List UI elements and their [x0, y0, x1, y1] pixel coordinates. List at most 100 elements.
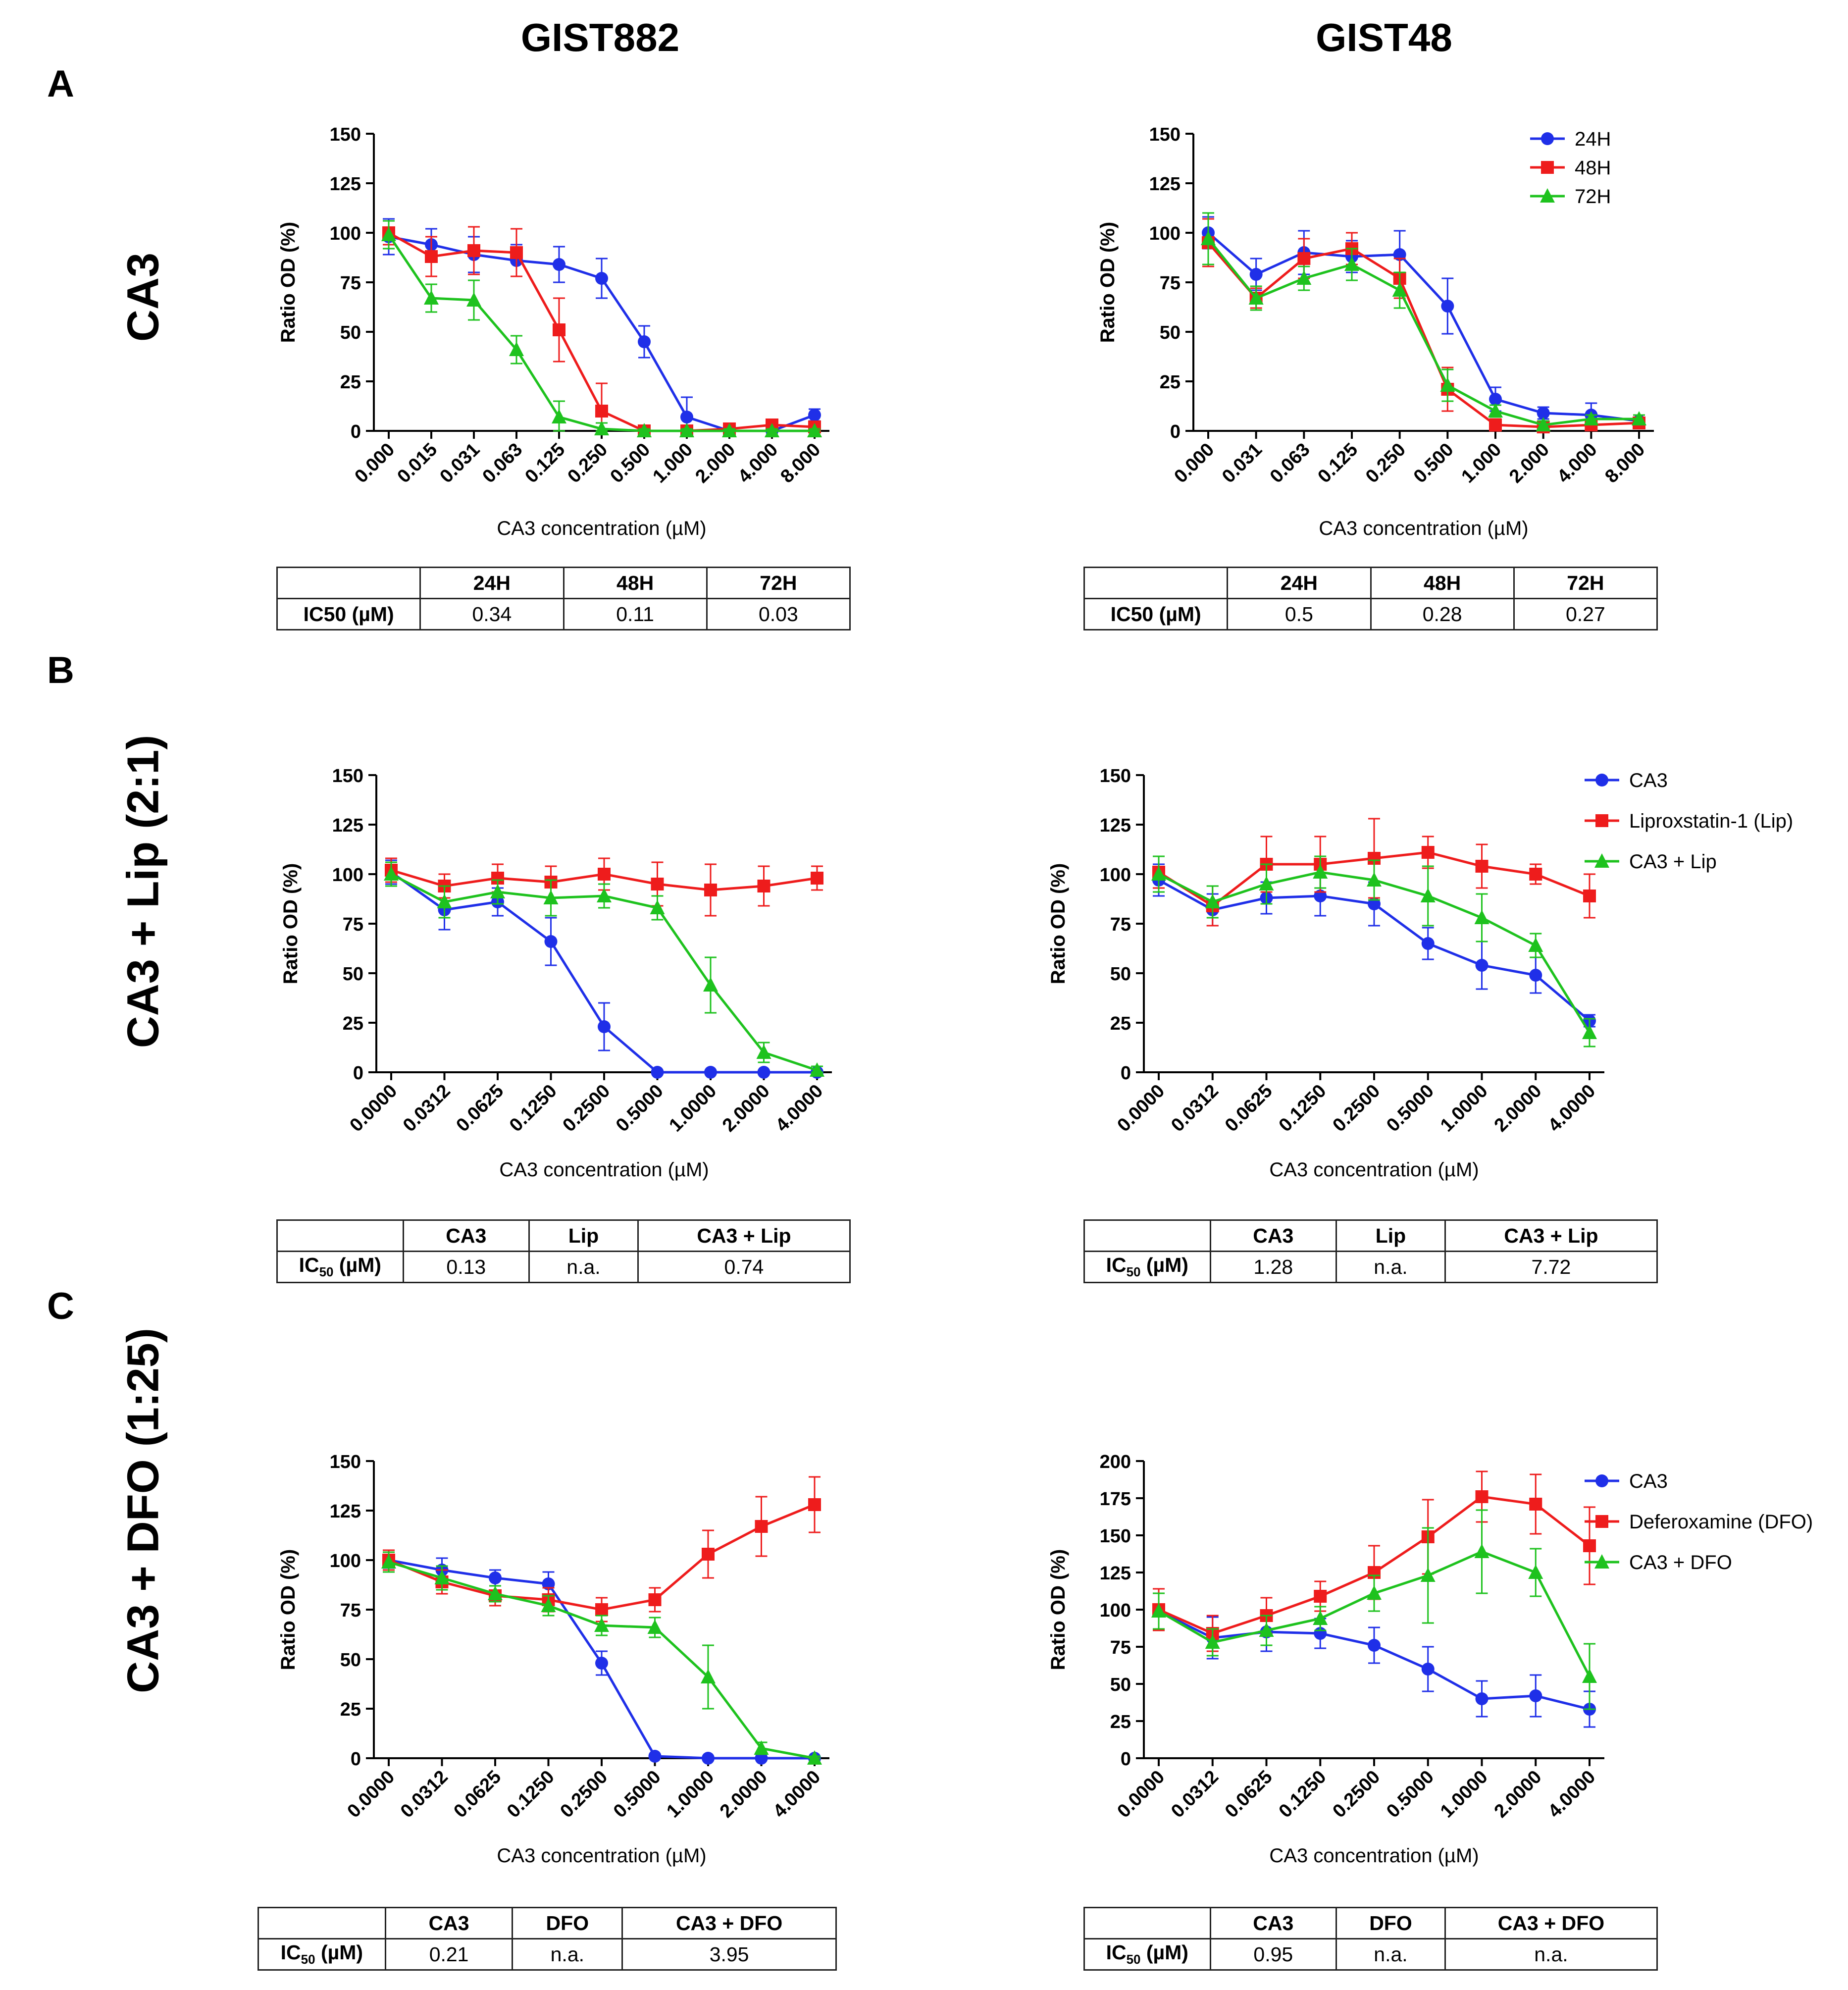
- x-tick-label: 4.0000: [1544, 1081, 1599, 1136]
- data-point: [757, 1066, 770, 1079]
- data-point: [1367, 872, 1382, 887]
- data-point: [466, 292, 481, 307]
- table-row-label: IC50 (µM): [257, 1938, 386, 1971]
- data-point: [1475, 1692, 1489, 1705]
- data-point: [637, 423, 652, 437]
- y-tick-label: 25: [1110, 1013, 1131, 1034]
- table-header-cell: CA3 + Lip: [1444, 1219, 1658, 1252]
- y-axis-title: Ratio OD (%): [1047, 863, 1069, 984]
- x-tick-label: 2.000: [691, 439, 739, 487]
- x-tick-label: 0.0000: [1113, 1767, 1169, 1822]
- data-point: [1201, 231, 1216, 245]
- data-point: [510, 246, 523, 259]
- data-point: [756, 1045, 771, 1059]
- legend-marker: [1594, 853, 1609, 868]
- table-header-cell: Lip: [1335, 1219, 1446, 1252]
- table-cell: n.a.: [1335, 1251, 1446, 1283]
- data-point: [1529, 868, 1542, 881]
- table-header-cell: [276, 567, 421, 599]
- table-header-cell: [1083, 1219, 1211, 1252]
- legend-marker: [1541, 132, 1554, 145]
- data-point: [1537, 407, 1550, 419]
- data-point: [1475, 1490, 1489, 1503]
- y-tick-label: 50: [340, 1650, 361, 1671]
- data-point: [384, 866, 399, 881]
- table-cell: 0.11: [563, 598, 708, 630]
- x-tick-label: 1.0000: [663, 1767, 718, 1822]
- ic50-table-a-gist882: 24H 48H 72H IC50 (µM) 0.34 0.11 0.03: [276, 567, 851, 630]
- data-point: [765, 423, 779, 437]
- table-cell: 0.28: [1370, 598, 1515, 630]
- ic50-table-b-gist48: CA3 Lip CA3 + Lip IC50 (µM) 1.28 n.a. 7.…: [1083, 1219, 1658, 1283]
- y-tick-label: 150: [1100, 1526, 1131, 1547]
- chart-c-gist882: 0 25 50 75 100 125 150 0.00000.03120.06250.1250…: [277, 1452, 829, 1867]
- legend-label: 72H: [1575, 186, 1611, 208]
- data-point: [1151, 1603, 1166, 1618]
- series-line: [1207, 232, 1640, 422]
- data-point: [598, 1020, 611, 1033]
- data-point: [1259, 1623, 1274, 1637]
- data-point: [425, 250, 438, 263]
- data-point: [1475, 860, 1489, 873]
- series-triangle-group: [1151, 855, 1597, 1047]
- data-point: [1529, 969, 1542, 982]
- data-point: [1420, 888, 1436, 902]
- data-point: [701, 1669, 716, 1683]
- y-tick-label: 150: [1100, 766, 1131, 786]
- data-point: [467, 244, 480, 257]
- y-tick-label: 125: [332, 815, 363, 836]
- x-tick-label: 0.0625: [1221, 1767, 1277, 1822]
- y-tick-label: 125: [1100, 815, 1131, 836]
- x-tick-label: 0.5000: [1383, 1767, 1438, 1822]
- y-tick-label: 75: [343, 914, 363, 935]
- table-header-cell: CA3 + Lip: [637, 1219, 851, 1252]
- x-tick-label: 0.250: [1362, 439, 1410, 487]
- data-point: [381, 227, 396, 241]
- table-cell: 0.03: [706, 598, 851, 630]
- x-tick-label: 0.0625: [1221, 1081, 1277, 1136]
- x-axis-title: CA3 concentration (µM): [1319, 518, 1528, 539]
- x-tick-label: 1.000: [1457, 439, 1505, 487]
- x-tick-label: 1.0000: [665, 1081, 720, 1136]
- series-triangle-group: [1201, 212, 1646, 431]
- y-tick-label: 0: [351, 421, 361, 442]
- data-point: [808, 1498, 821, 1511]
- y-tick-label: 125: [330, 1501, 361, 1522]
- y-tick-label: 25: [1160, 372, 1181, 393]
- data-point: [651, 1066, 664, 1079]
- data-point: [1205, 894, 1220, 908]
- legend-marker: [1594, 1554, 1609, 1569]
- x-tick-label: 4.0000: [769, 1767, 824, 1822]
- series-square-group: [382, 220, 821, 437]
- table-row-label: IC50 (µM): [1083, 1251, 1211, 1283]
- data-point: [1529, 1689, 1542, 1702]
- legend-marker: [1595, 1474, 1608, 1487]
- table-header-cell: Lip: [528, 1219, 639, 1252]
- data-point: [1313, 1611, 1328, 1625]
- y-tick-label: 0: [1121, 1749, 1131, 1770]
- y-tick-label: 75: [1110, 1637, 1131, 1658]
- x-tick-label: 1.0000: [1437, 1767, 1492, 1822]
- data-point: [1583, 1539, 1596, 1552]
- y-tick-label: 150: [330, 124, 361, 145]
- data-point: [1440, 377, 1455, 392]
- x-tick-label: 0.5000: [1383, 1081, 1438, 1136]
- legend-label: CA3: [1629, 1470, 1668, 1492]
- y-axis-title: Ratio OD (%): [1047, 1549, 1069, 1670]
- table-header-cell: DFO: [1335, 1907, 1446, 1939]
- y-tick-label: 100: [330, 223, 361, 244]
- x-tick-label: 0.0625: [450, 1767, 505, 1822]
- column-title-gist48: GIST48: [1316, 15, 1452, 59]
- data-point: [755, 1520, 768, 1533]
- y-tick-label: 50: [343, 964, 363, 985]
- y-tick-label: 200: [1100, 1452, 1131, 1472]
- x-tick-label: 4.0000: [1544, 1767, 1599, 1822]
- series-square-group: [1152, 1470, 1596, 1652]
- data-point: [1249, 268, 1263, 281]
- y-tick-label: 75: [340, 1600, 361, 1621]
- data-point: [594, 1618, 609, 1632]
- data-point: [1475, 959, 1489, 972]
- table-row-label: IC50 (µM): [1083, 1938, 1211, 1971]
- x-tick-label: 0.000: [1170, 439, 1218, 487]
- table-cell: 0.95: [1209, 1938, 1337, 1971]
